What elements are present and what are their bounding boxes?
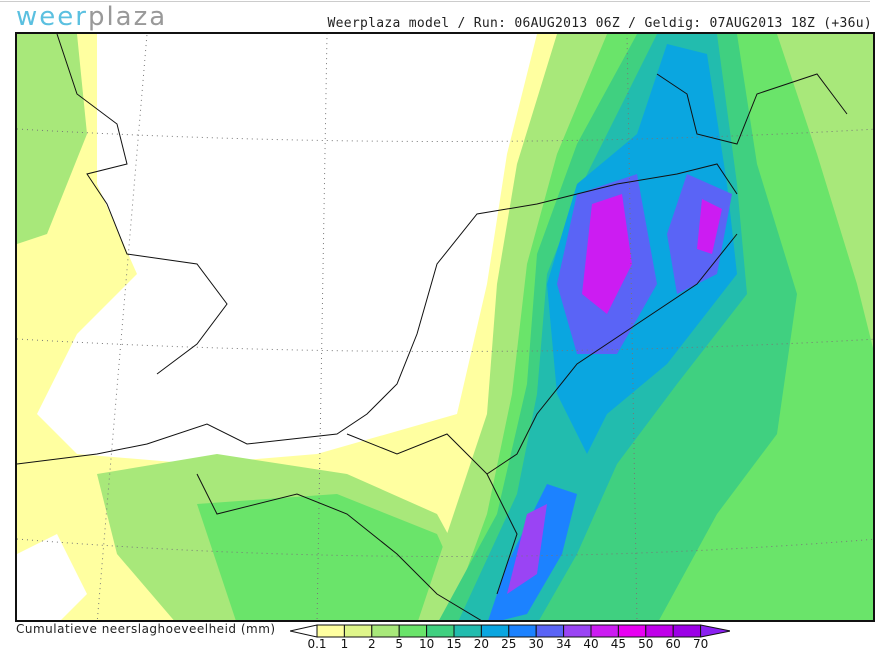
dry-area-sw [17,534,87,620]
top-divider [0,1,870,2]
legend-swatch [480,624,510,638]
map-svg [17,34,873,620]
legend-swatch [371,624,400,638]
rain-max-1 [582,194,632,314]
precipitation-map [15,32,875,622]
legend-tick: 45 [610,637,627,651]
legend-tick: 70 [692,637,709,651]
legend-tick: 25 [501,637,517,651]
legend-tick: 34 [555,637,572,651]
legend-above-arrow [700,624,730,638]
rain-zone-w [17,34,87,244]
rain-max-s [507,504,547,594]
legend-swatch [508,624,537,638]
legend-colorbar [290,624,730,638]
legend-tick: 15 [446,637,462,651]
legend-below-arrow [290,624,318,638]
legend-swatch [426,624,455,638]
logo-part-plaza: plaza [87,2,168,32]
legend-swatch [645,624,674,638]
legend-swatch [617,624,647,638]
legend-tick: 40 [583,637,599,651]
legend-tick: 5 [395,637,404,651]
rain-zone-s2 [197,494,476,620]
legend-swatch [535,624,565,638]
weerplaza-logo: weerplaza [16,2,167,32]
legend-swatch [563,624,592,638]
legend-tick: 2 [367,637,376,651]
legend-swatch [672,624,702,638]
run-info: Weerplaza model / Run: 06AUG2013 06Z / G… [327,16,872,31]
legend-tick: 30 [528,637,544,651]
graticule [17,34,873,620]
legend-title: Cumulatieve neerslaghoeveelheid (mm) [16,622,276,636]
legend-swatch [343,624,373,638]
legend-tick: 0.1 [307,637,327,651]
legend-swatch [398,624,428,638]
legend-tick: 1 [340,637,349,651]
rain-max-2 [697,199,722,254]
legend-tick: 10 [418,637,435,651]
coastlines [17,34,848,620]
legend-tick: 50 [638,637,654,651]
legend-swatch [316,624,345,638]
legend-swatch [453,624,482,638]
logo-part-weer: weer [16,2,88,32]
legend-tick: 60 [665,637,681,651]
legend-tick: 20 [473,637,490,651]
legend-swatch [590,624,619,638]
